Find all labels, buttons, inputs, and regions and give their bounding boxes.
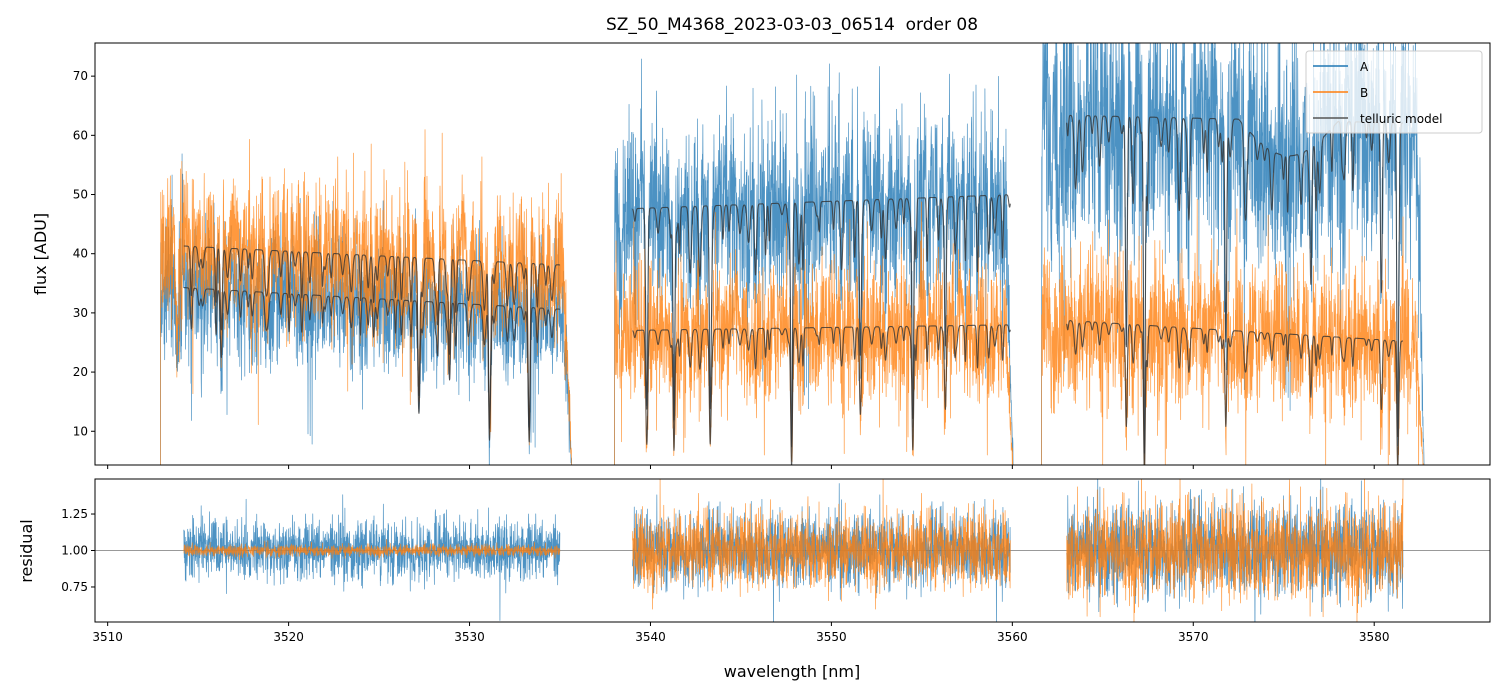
series-b-residual-segment-3: [1066, 479, 1404, 622]
flux-panel: [160, 43, 1425, 465]
flux-y-tick-label: 10: [73, 424, 88, 438]
flux-ylabel: flux [ADU]: [31, 213, 50, 295]
flux-y-tick-label: 30: [73, 306, 88, 320]
x-tick-label: 3560: [997, 630, 1028, 644]
flux-y-tick-label: 60: [73, 128, 88, 142]
x-tick-label: 3510: [92, 630, 123, 644]
residual-panel: [95, 479, 1490, 622]
series-a-residual-segment-1: [183, 494, 561, 621]
telluric-model-b-segment-3: [1066, 320, 1404, 465]
chart-title: SZ_50_M4368_2023-03-03_06514 order 08: [606, 15, 978, 35]
residual-y-tick-label: 1.00: [61, 544, 88, 558]
flux-y-tick-label: 40: [73, 247, 88, 261]
residual-y-tick-label: 0.75: [61, 580, 88, 594]
series-b-flux-segment-1: [160, 129, 572, 465]
flux-y-tick-label: 50: [73, 188, 88, 202]
x-tick-label: 3540: [635, 630, 666, 644]
residual-ylabel: residual: [17, 519, 36, 582]
residual-y-tick-label: 1.25: [61, 507, 88, 521]
x-tick-label: 3520: [273, 630, 304, 644]
x-tick-label: 3550: [816, 630, 847, 644]
x-axis-label: wavelength [nm]: [724, 662, 861, 681]
series-a-flux-segment-3: [1041, 43, 1425, 465]
x-tick-label: 3580: [1359, 630, 1390, 644]
telluric-model-b-segment-2: [632, 324, 1011, 465]
series-b-residual-segment-1: [183, 539, 561, 561]
legend-box: [1305, 50, 1483, 134]
series-b-flux-segment-2: [614, 201, 1014, 465]
telluric-model-a-segment-1: [183, 287, 561, 443]
legend-label-b: B: [1360, 86, 1368, 100]
legend-label-a: A: [1360, 60, 1369, 74]
legend-label-model: telluric model: [1360, 112, 1442, 126]
flux-y-tick-label: 70: [73, 69, 88, 83]
series-b-flux-segment-3: [1041, 198, 1424, 465]
x-tick-label: 3530: [454, 630, 485, 644]
series-b-residual-segment-2: [632, 479, 1011, 610]
x-tick-label: 3570: [1178, 630, 1209, 644]
telluric-model-b-segment-1: [183, 245, 561, 431]
telluric-model-a-segment-2: [632, 194, 1011, 448]
flux-y-tick-label: 20: [73, 365, 88, 379]
legend: A B telluric model: [1305, 50, 1483, 134]
